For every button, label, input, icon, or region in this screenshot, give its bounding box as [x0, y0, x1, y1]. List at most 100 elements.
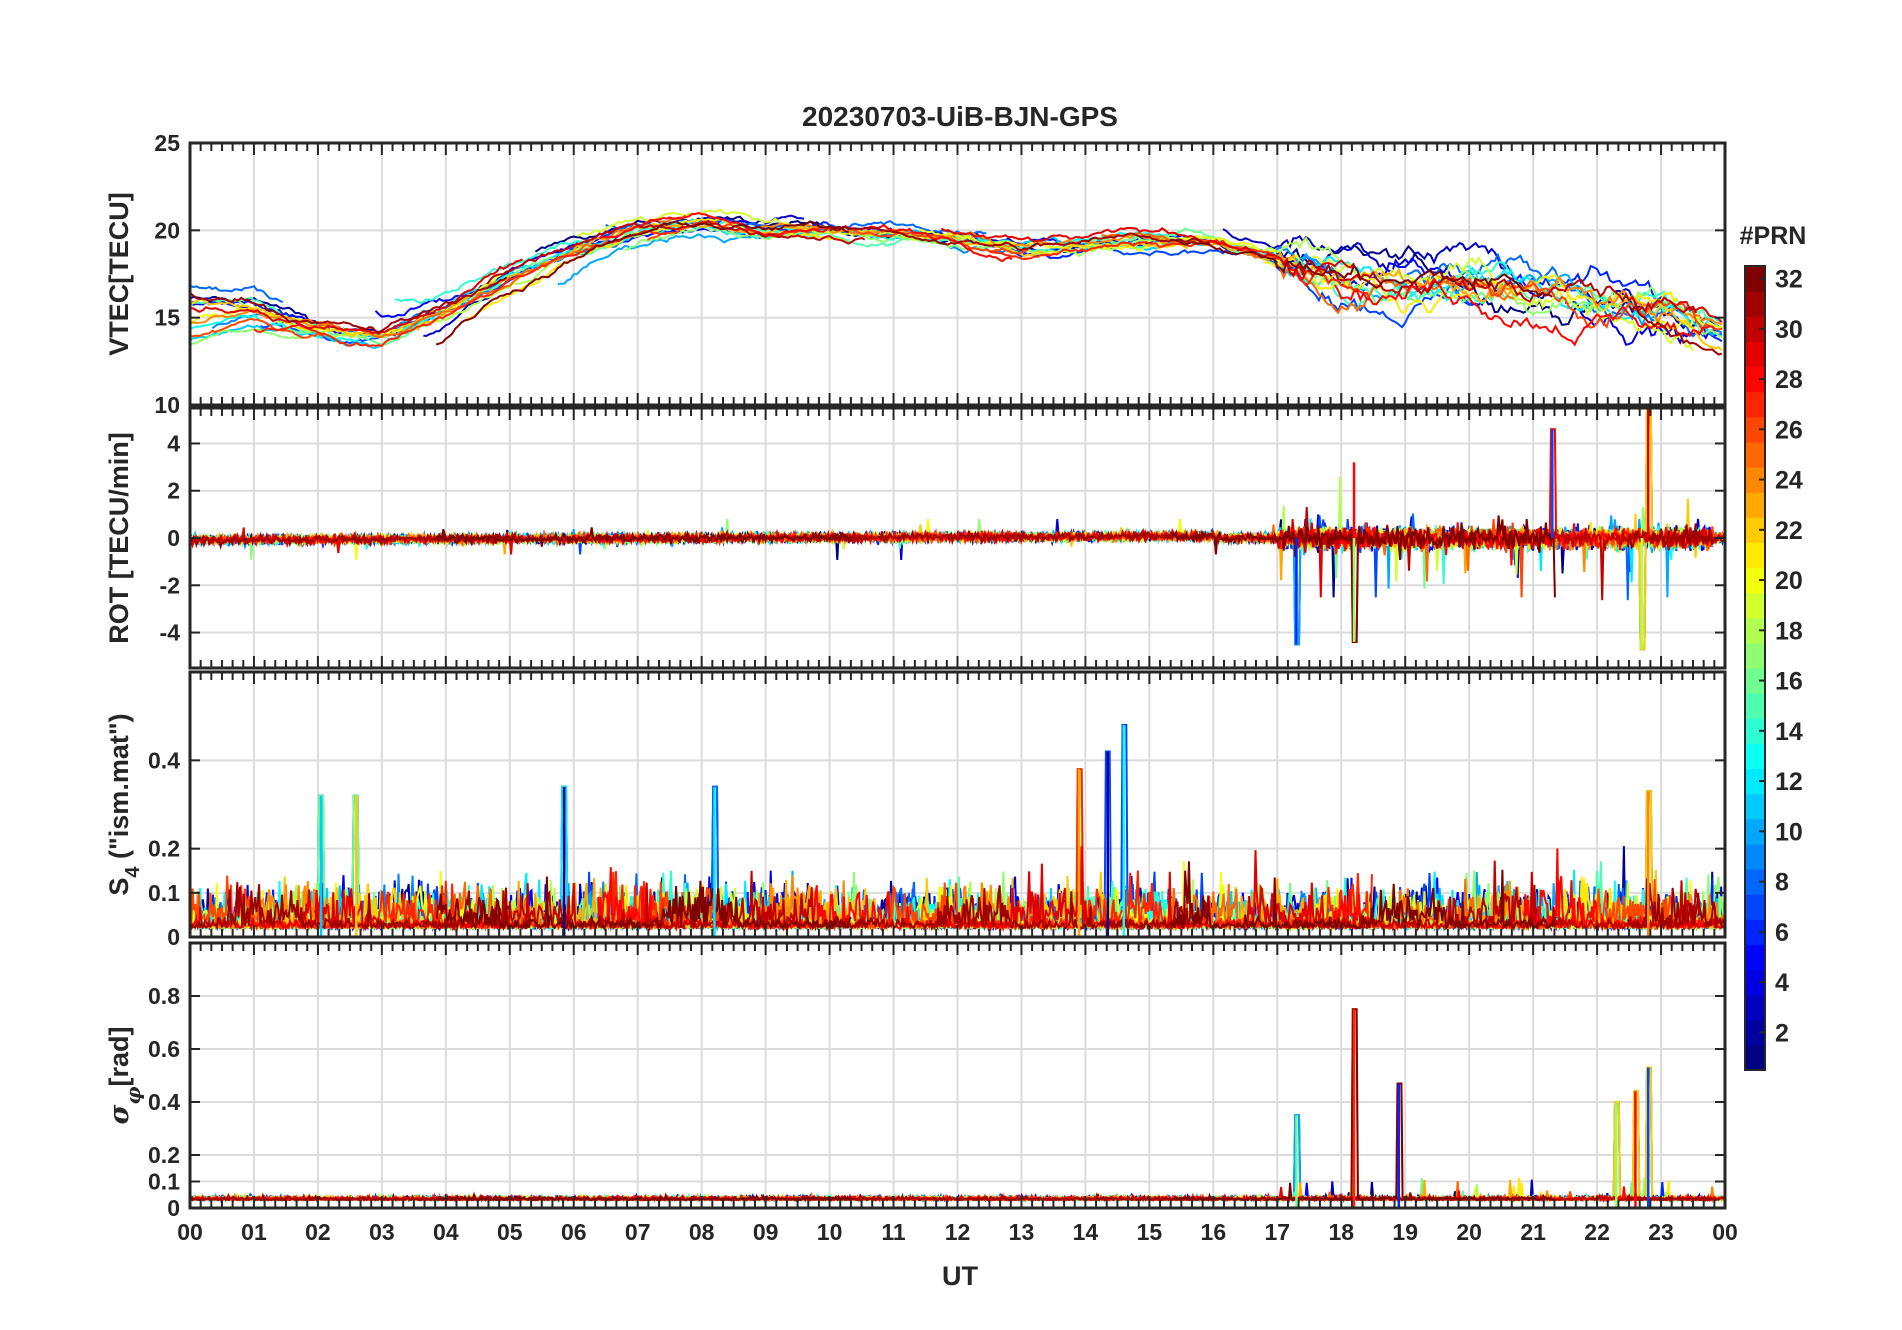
- colorbar-segment: [1745, 391, 1765, 418]
- colorbar-segment: [1745, 441, 1765, 468]
- x-tick-label: 04: [433, 1219, 459, 1245]
- x-tick-label: 05: [497, 1219, 523, 1245]
- trace-prn-32: [435, 220, 1553, 346]
- colorbar-segment: [1745, 718, 1765, 744]
- colorbar-frame: [1744, 265, 1766, 1071]
- trace-prn-32: [435, 515, 1556, 643]
- panel-sigma_phi: 00.10.2 0.4 0.6 0.8σφ[rad]: [104, 941, 1727, 1221]
- x-tick-label: 14: [1073, 1219, 1099, 1245]
- x-tick-label: 08: [689, 1219, 715, 1245]
- panel-s4: 0 0.1 0.2 0.4S4 ("ism.mat"): [104, 670, 1727, 950]
- trace-prn-31: [190, 878, 1725, 932]
- colorbar-tick-label: 2: [1775, 1019, 1789, 1047]
- colorbar-tick-label: 4: [1775, 969, 1789, 997]
- colorbar-segment: [1745, 743, 1765, 770]
- figure-title: 20230703-UiB-BJN-GPS: [802, 101, 1118, 132]
- colorbar-segment: [1745, 994, 1765, 1021]
- x-axis-label: UT: [942, 1261, 978, 1291]
- x-tick-label: 13: [1009, 1219, 1035, 1245]
- colorbar-segment: [1745, 768, 1765, 795]
- x-tick-label: 03: [369, 1219, 395, 1245]
- x-tick-label: 00: [1712, 1219, 1738, 1245]
- x-tick-label: 21: [1520, 1219, 1546, 1245]
- y-tick-label: 25: [154, 130, 180, 156]
- colorbar-segment: [1745, 1044, 1765, 1071]
- colorbar-tick-label: 6: [1775, 919, 1789, 947]
- y-tick-label: 0.6: [148, 1036, 180, 1062]
- traces-vtec: [190, 209, 1723, 356]
- y-tick-label: 20: [154, 217, 180, 243]
- colorbar-tick-label: 28: [1775, 366, 1803, 394]
- y-tick-label: -2: [160, 572, 180, 598]
- x-tick-label: 10: [817, 1219, 843, 1245]
- colorbar-tick-label: 16: [1775, 668, 1803, 696]
- y-axis-label-vtec: VTEC[TECU]: [104, 192, 134, 356]
- x-tick-label: 23: [1648, 1219, 1674, 1245]
- x-tick-label: 18: [1328, 1219, 1354, 1245]
- y-tick-label: 15: [154, 305, 180, 331]
- y-tick-label: 2: [167, 478, 180, 504]
- x-tick-label: 00: [177, 1219, 203, 1245]
- y-tick-label: 0.2: [148, 1142, 180, 1168]
- y-tick-label: 10: [154, 392, 180, 418]
- y-tick-label: -4: [160, 620, 181, 646]
- x-tick-label: 11: [881, 1219, 906, 1245]
- colorbar-segment: [1745, 341, 1765, 368]
- x-tick-label: 16: [1201, 1219, 1227, 1245]
- y-tick-label: 0.4: [148, 747, 180, 773]
- panel-rot: -4 -2 0 2 4 ROT [TECU/min]: [104, 406, 1727, 670]
- x-tick-label: 02: [305, 1219, 331, 1245]
- trace-prn-31: [190, 225, 1723, 356]
- colorbar-tick-label: 26: [1775, 416, 1803, 444]
- colorbar-segment: [1745, 1019, 1765, 1046]
- colorbar-tick-label: 18: [1775, 617, 1803, 645]
- colorbar-segment: [1745, 416, 1765, 443]
- colorbar-tick-label: 8: [1775, 869, 1789, 897]
- colorbar-segment: [1745, 592, 1765, 619]
- x-tick-label: 01: [241, 1219, 267, 1245]
- x-tick-label: 20: [1456, 1219, 1482, 1245]
- trace-prn-30: [486, 219, 1698, 314]
- colorbar-segment: [1745, 567, 1765, 594]
- traces-sigma_phi: [190, 1008, 1725, 1204]
- colorbar-segment: [1745, 467, 1765, 493]
- colorbar-segment: [1745, 869, 1765, 895]
- colorbar-title: #PRN: [1740, 222, 1807, 250]
- colorbar-tick-label: 10: [1775, 818, 1803, 846]
- x-tick-label: 12: [945, 1219, 971, 1245]
- colorbar-segment: [1745, 793, 1765, 820]
- colorbar-segment: [1745, 668, 1765, 694]
- colorbar-segment: [1745, 642, 1765, 669]
- x-tick-label: 15: [1137, 1219, 1163, 1245]
- colorbar-tick-label: 32: [1775, 266, 1803, 294]
- y-tick-label: 0.2: [148, 836, 180, 862]
- trace-prn-32: [435, 861, 1556, 932]
- x-tick-label: 07: [625, 1219, 651, 1245]
- colorbar-segment: [1745, 894, 1765, 920]
- y-tick-label: 0.1: [148, 1169, 180, 1195]
- colorbar-segment: [1745, 291, 1765, 317]
- x-tick-label: 09: [753, 1219, 779, 1245]
- colorbar-segment: [1745, 266, 1765, 292]
- y-axis-label-rot: ROT [TECU/min]: [104, 432, 134, 643]
- traces-rot: [190, 408, 1725, 651]
- colorbar-tick-label: 12: [1775, 768, 1803, 796]
- colorbar-segment: [1745, 492, 1765, 518]
- y-axis-label-s4: S4 ("ism.mat"): [104, 713, 144, 895]
- y-tick-label: 0.4: [148, 1089, 180, 1115]
- x-tick-label: 06: [561, 1219, 587, 1245]
- y-tick-label: 4: [167, 430, 180, 456]
- colorbar-tick-label: 30: [1775, 316, 1803, 344]
- colorbar-segment: [1745, 517, 1765, 543]
- panel-vtec: 10 15 20 25 VTEC[TECU]: [104, 130, 1727, 418]
- colorbar-tick-label: 14: [1775, 718, 1803, 746]
- trace-prn-28: [598, 211, 1717, 347]
- traces-s4: [190, 724, 1725, 933]
- x-axis: 00 01 02 03 04 05 06 07 08 09 10 11 12 13 14 15 16 17 18 19…: [177, 1219, 1738, 1245]
- x-tick-label: 22: [1584, 1219, 1610, 1245]
- colorbar-segment: [1745, 944, 1765, 971]
- x-tick-label: 19: [1392, 1219, 1418, 1245]
- colorbar-segment: [1745, 843, 1765, 870]
- colorbar-segment: [1745, 919, 1765, 945]
